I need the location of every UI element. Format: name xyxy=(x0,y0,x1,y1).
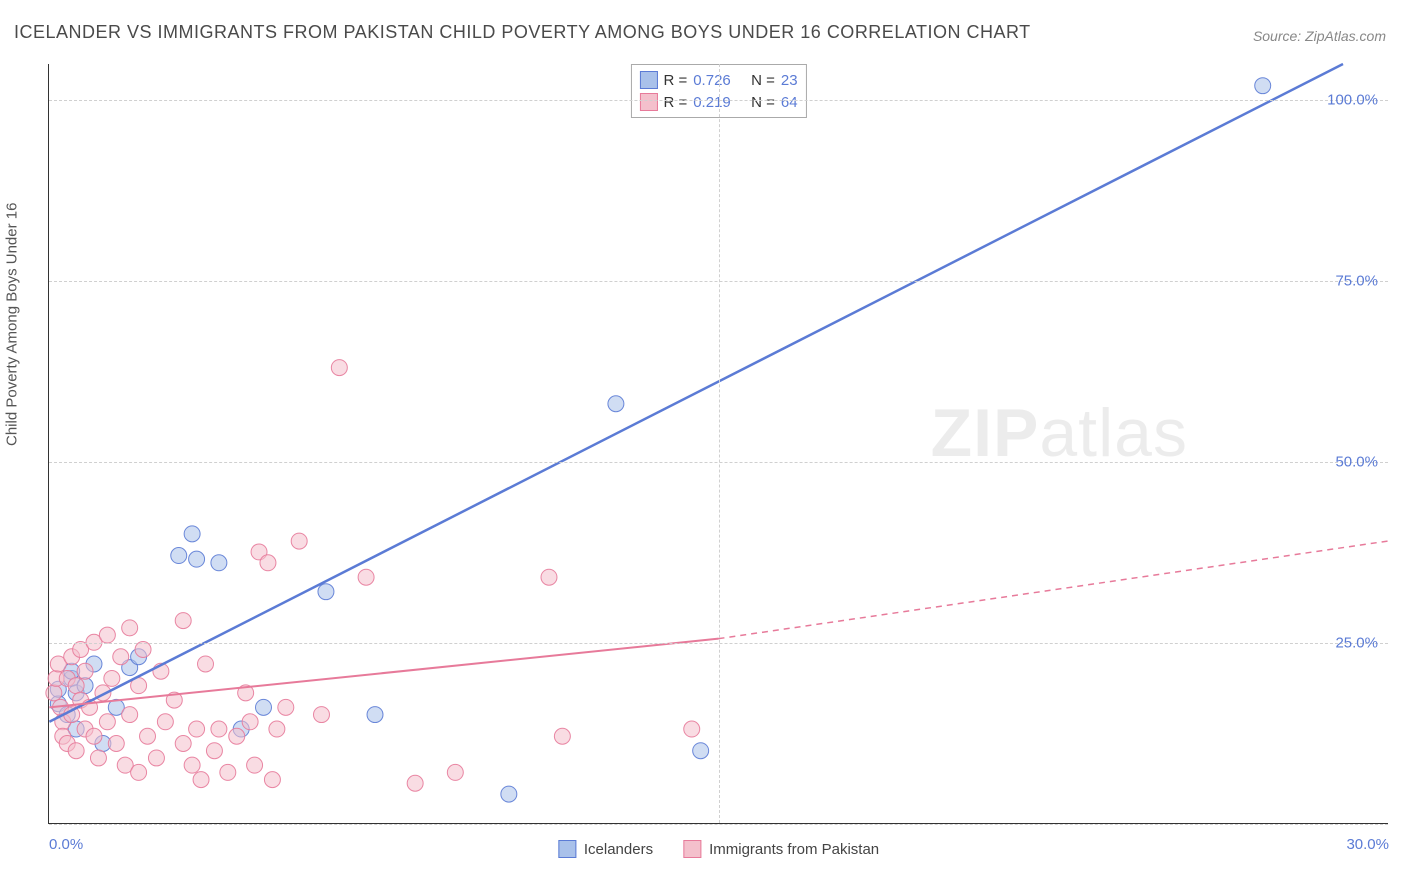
y-axis-label: Child Poverty Among Boys Under 16 xyxy=(4,203,21,446)
source-attribution: Source: ZipAtlas.com xyxy=(1253,28,1386,44)
y-tick-label: 25.0% xyxy=(1335,635,1378,652)
r-value: 0.726 xyxy=(693,72,731,89)
watermark-thin: atlas xyxy=(1039,395,1188,471)
legend-label: Immigrants from Pakistan xyxy=(709,841,879,858)
r-value: 0.219 xyxy=(693,94,731,111)
y-tick-label: 50.0% xyxy=(1335,454,1378,471)
watermark-bold: ZIP xyxy=(931,395,1040,471)
legend-label: Icelanders xyxy=(584,841,653,858)
series-swatch-icon xyxy=(558,840,576,858)
series-swatch-icon xyxy=(639,93,657,111)
x-tick-label: 0.0% xyxy=(49,836,83,853)
y-tick-label: 100.0% xyxy=(1327,92,1378,109)
chart-title: ICELANDER VS IMMIGRANTS FROM PAKISTAN CH… xyxy=(14,22,1031,43)
source-prefix: Source: xyxy=(1253,28,1305,44)
n-label: N = xyxy=(751,72,775,89)
n-value: 23 xyxy=(781,72,798,89)
n-value: 64 xyxy=(781,94,798,111)
source-name: ZipAtlas.com xyxy=(1305,28,1386,44)
x-tick-label: 30.0% xyxy=(1346,836,1389,853)
r-label: R = xyxy=(663,72,687,89)
plot-area: R = 0.726 N = 23 R = 0.219 N = 64 ZIPatl… xyxy=(48,64,1388,824)
y-tick-label: 75.0% xyxy=(1335,273,1378,290)
legend-item: Immigrants from Pakistan xyxy=(683,840,879,858)
watermark: ZIPatlas xyxy=(931,394,1188,472)
legend-bottom: Icelanders Immigrants from Pakistan xyxy=(558,840,879,858)
series-swatch-icon xyxy=(639,71,657,89)
n-label: N = xyxy=(751,94,775,111)
legend-item: Icelanders xyxy=(558,840,653,858)
r-label: R = xyxy=(663,94,687,111)
series-swatch-icon xyxy=(683,840,701,858)
